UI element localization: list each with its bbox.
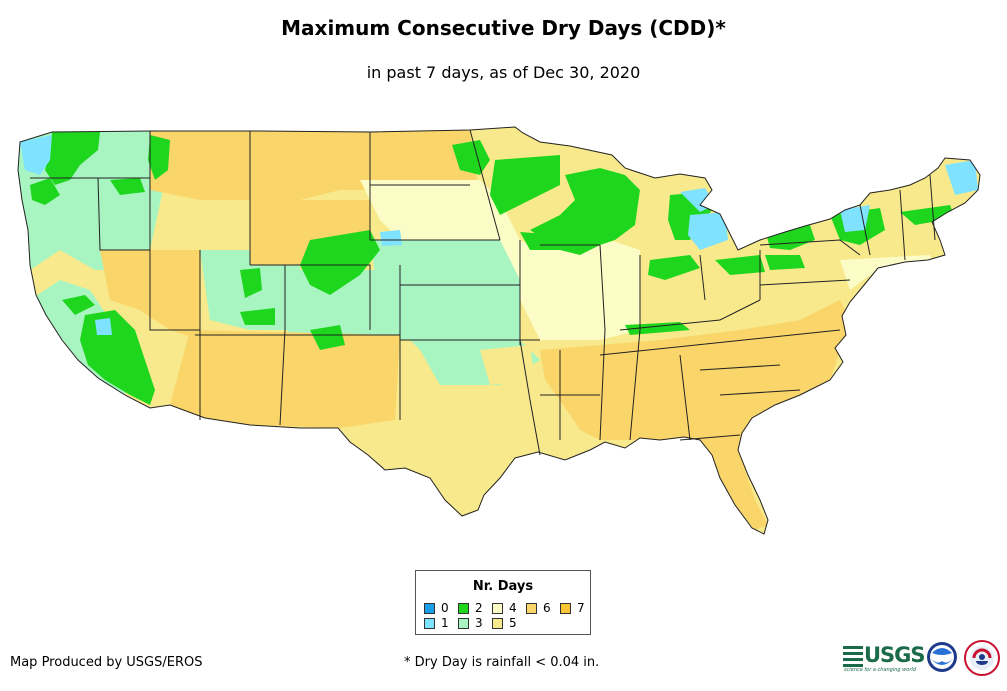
map-credit: Map Produced by USGS/EROS: [10, 655, 203, 670]
legend-swatch: [458, 618, 469, 629]
legend-item-0: 0: [424, 602, 449, 615]
legend-label: 1: [441, 616, 449, 630]
legend-item-3: 3: [458, 617, 483, 630]
legend-swatch: [424, 618, 435, 629]
map-legend: Nr. Days 0 1 2 3 4 5 6 7: [415, 570, 591, 635]
usgs-tagline: science for a changing world: [844, 667, 916, 673]
legend-swatch: [560, 603, 571, 614]
legend-label: 5: [509, 616, 517, 630]
map-subtitle: in past 7 days, as of Dec 30, 2020: [366, 63, 641, 82]
legend-swatch: [526, 603, 537, 614]
legend-label: 6: [543, 601, 551, 615]
legend-item-4: 4: [492, 602, 517, 615]
legend-item-1: 1: [424, 617, 449, 630]
noaa-logo-icon: [927, 642, 957, 672]
legend-label: 4: [509, 601, 517, 615]
legend-item-7: 7: [560, 602, 585, 615]
legend-swatch: [492, 618, 503, 629]
legend-swatch: [424, 603, 435, 614]
agency-logos: USGS science for a changing world: [842, 640, 1002, 676]
legend-item-5: 5: [492, 617, 517, 630]
dry-day-footnote: * Dry Day is rainfall < 0.04 in.: [404, 655, 600, 670]
legend-label: 7: [577, 601, 585, 615]
legend-title: Nr. Days: [472, 579, 534, 594]
legend-swatch: [492, 603, 503, 614]
usgs-logo-icon: [843, 646, 863, 667]
legend-label: 0: [441, 601, 449, 615]
usgs-wordmark: USGS: [864, 643, 926, 667]
legend-swatch: [458, 603, 469, 614]
map-title: Maximum Consecutive Dry Days (CDD)*: [281, 16, 726, 40]
nws-logo-icon: [964, 640, 1000, 676]
legend-item-6: 6: [526, 602, 551, 615]
legend-item-2: 2: [458, 602, 483, 615]
legend-label: 2: [475, 601, 483, 615]
legend-label: 3: [475, 616, 483, 630]
